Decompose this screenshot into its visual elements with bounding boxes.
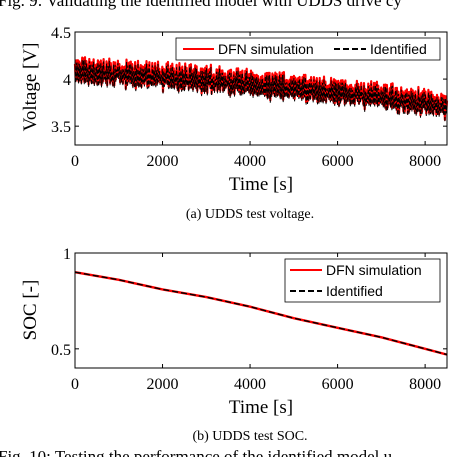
voltage-xtick-label: 4000 bbox=[234, 153, 266, 170]
voltage-xtick-label: 2000 bbox=[147, 153, 179, 170]
soc-xtick-label: 0 bbox=[71, 376, 79, 393]
soc-legend-box bbox=[284, 258, 441, 303]
soc-xtick-label: 2000 bbox=[147, 376, 179, 393]
soc-ytick-label: 0.5 bbox=[51, 342, 71, 359]
soc-ytick-label: 1 bbox=[63, 246, 71, 263]
footer-caption-fragment: Fig. 10: Testing the performance of the … bbox=[0, 447, 393, 457]
voltage-ytick-label: 4 bbox=[63, 72, 71, 89]
soc-legend: DFN simulation Identified bbox=[284, 258, 441, 303]
voltage-ylabel: Voltage [V] bbox=[20, 43, 41, 132]
voltage-legend: DFN simulation Identified bbox=[175, 37, 441, 61]
legend-label-dfn: DFN simulation bbox=[326, 262, 422, 278]
voltage-xtick-label: 6000 bbox=[322, 153, 354, 170]
voltage-caption: (a) UDDS test voltage. bbox=[186, 207, 314, 222]
voltage-xlabel: Time [s] bbox=[229, 174, 293, 195]
legend-label-identified: Identified bbox=[370, 41, 427, 57]
soc-caption: (b) UDDS test SOC. bbox=[192, 429, 307, 444]
soc-xtick-label: 6000 bbox=[322, 376, 354, 393]
voltage-ytick-label: 4.5 bbox=[51, 25, 71, 42]
voltage-series-lines bbox=[73, 56, 449, 123]
voltage-ytick-label: 3.5 bbox=[51, 119, 71, 136]
voltage-xtick-label: 0 bbox=[71, 153, 79, 170]
voltage-chart: 0 2000 4000 6000 8000 3.5 4 4.5 DFN simulation … bbox=[20, 25, 449, 222]
soc-ylabel: SOC [-] bbox=[20, 280, 41, 341]
voltage-xtick-label: 8000 bbox=[409, 153, 441, 170]
soc-series-lines bbox=[74, 271, 448, 356]
voltage-axes-box bbox=[74, 31, 448, 146]
soc-chart: 0 2000 4000 6000 8000 0.5 1 DFN simulation Ide… bbox=[20, 246, 448, 444]
soc-xlabel: Time [s] bbox=[229, 397, 293, 418]
header-caption-fragment: Fig. 9: Validating the identified model … bbox=[0, 0, 402, 10]
voltage-ticks: 0 2000 4000 6000 8000 3.5 4 4.5 bbox=[51, 25, 447, 170]
series-line-identified bbox=[74, 271, 448, 356]
soc-xtick-label: 4000 bbox=[234, 376, 266, 393]
series-line-identified bbox=[74, 59, 448, 123]
legend-label-dfn: DFN simulation bbox=[218, 41, 314, 57]
soc-ticks: 0 2000 4000 6000 8000 0.5 1 bbox=[51, 246, 447, 393]
soc-xtick-label: 8000 bbox=[409, 376, 441, 393]
soc-axes-box bbox=[74, 252, 448, 369]
legend-label-identified: Identified bbox=[326, 283, 383, 299]
voltage-legend-box bbox=[175, 37, 441, 61]
